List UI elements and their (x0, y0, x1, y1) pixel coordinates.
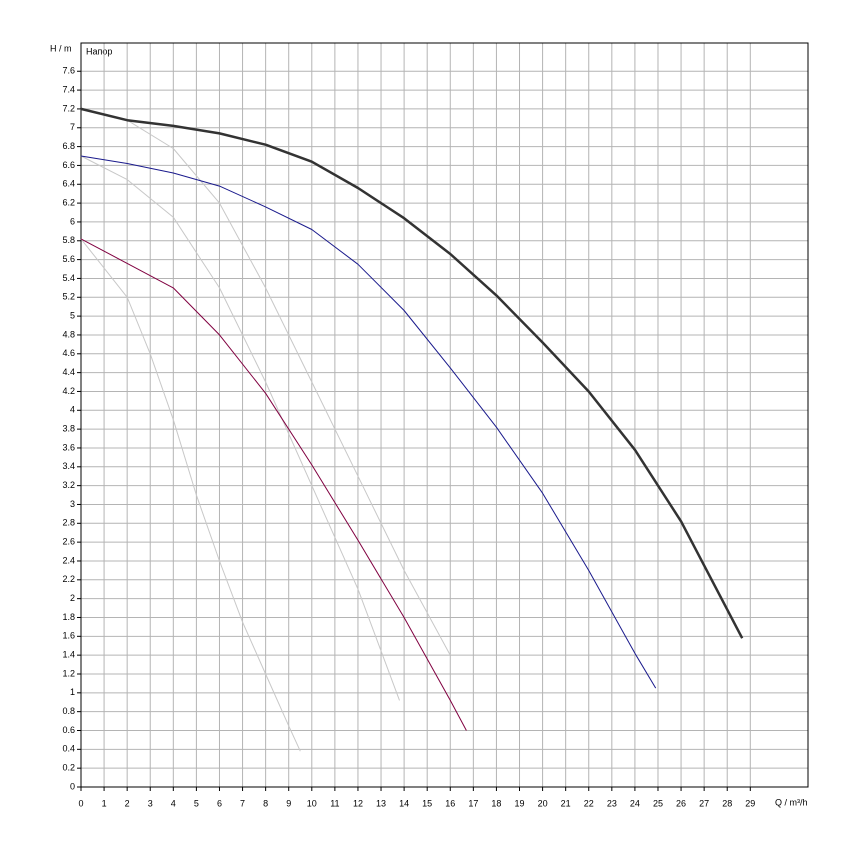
x-tick-label: 20 (538, 798, 548, 808)
x-tick-label: 9 (286, 798, 291, 808)
x-tick-label: 29 (745, 798, 755, 808)
x-tick-label: 14 (399, 798, 409, 808)
x-tick-label: 0 (78, 798, 83, 808)
x-tick-label: 26 (676, 798, 686, 808)
y-tick-label: 2.4 (62, 555, 75, 565)
y-tick-label: 5.8 (62, 235, 75, 245)
y-tick-label: 1 (70, 687, 75, 697)
x-tick-label: 17 (468, 798, 478, 808)
y-tick-label: 4 (70, 405, 75, 415)
x-tick-label: 21 (561, 798, 571, 808)
y-tick-label: 6 (70, 216, 75, 226)
y-tick-label: 5.6 (62, 254, 75, 264)
x-tick-label: 25 (653, 798, 663, 808)
x-tick-label: 5 (194, 798, 199, 808)
y-tick-label: 7.2 (62, 103, 75, 113)
y-tick-label: 2.6 (62, 537, 75, 547)
y-tick-label: 7.4 (62, 84, 75, 94)
y-tick-label: 7 (70, 122, 75, 132)
y-tick-label: 4.4 (62, 367, 75, 377)
y-tick-label: 7.6 (62, 66, 75, 76)
plot-frame (80, 42, 809, 788)
y-tick-label: 1.8 (62, 612, 75, 622)
y-tick-label: 0.8 (62, 706, 75, 716)
y-tick-label: 3.8 (62, 424, 75, 434)
y-tick-label: 0.6 (62, 725, 75, 735)
x-tick-label: 2 (125, 798, 130, 808)
x-tick-label: 13 (376, 798, 386, 808)
x-axis-label: Q / m³/h (775, 797, 808, 807)
x-tick-label: 23 (607, 798, 617, 808)
y-axis-label: H / m (50, 43, 72, 53)
y-tick-label: 1.2 (62, 668, 75, 678)
y-tick-label: 4.6 (62, 348, 75, 358)
curve (80, 108, 451, 656)
x-tick-label: 22 (584, 798, 594, 808)
curve (80, 155, 400, 701)
y-tick-label: 6.6 (62, 160, 75, 170)
y-tick-label: 6.8 (62, 141, 75, 151)
curve (80, 107, 744, 639)
x-tick-label: 18 (491, 798, 501, 808)
y-tick-label: 0.4 (62, 744, 75, 754)
x-tick-label: 19 (515, 798, 525, 808)
y-tick-label: 5 (70, 310, 75, 320)
x-tick-label: 6 (217, 798, 222, 808)
y-tick-label: 5.4 (62, 273, 75, 283)
x-tick-label: 4 (171, 798, 176, 808)
y-tick-label: 2.8 (62, 518, 75, 528)
y-tick-label: 0.2 (62, 763, 75, 773)
x-tick-label: 10 (307, 798, 317, 808)
y-tick-label: 4.8 (62, 329, 75, 339)
y-tick-label: 2 (70, 593, 75, 603)
curve (80, 155, 657, 689)
y-tick-label: 3.2 (62, 480, 75, 490)
y-tick-label: 0 (70, 781, 75, 791)
curve (80, 238, 301, 752)
y-tick-label: 6.4 (62, 179, 75, 189)
x-tick-label: 7 (240, 798, 245, 808)
y-tick-label: 6.2 (62, 197, 75, 207)
x-tick-label: 3 (148, 798, 153, 808)
x-tick-label: 27 (699, 798, 709, 808)
x-tick-label: 12 (353, 798, 363, 808)
x-tick-label: 11 (330, 798, 339, 808)
y-tick-label: 1.6 (62, 631, 75, 641)
y-tick-label: 2.2 (62, 574, 75, 584)
annotation: Напор (86, 46, 112, 56)
x-tick-label: 15 (422, 798, 432, 808)
curve (80, 238, 467, 731)
y-tick-label: 1.4 (62, 650, 75, 660)
y-tick-label: 3 (70, 499, 75, 509)
y-tick-label: 5.2 (62, 292, 75, 302)
x-tick-label: 24 (630, 798, 640, 808)
y-tick-label: 4.2 (62, 386, 75, 396)
x-tick-label: 16 (445, 798, 455, 808)
x-tick-label: 28 (722, 798, 732, 808)
y-tick-label: 3.6 (62, 442, 75, 452)
x-tick-label: 8 (263, 798, 268, 808)
y-tick-label: 3.4 (62, 461, 75, 471)
x-tick-label: 1 (102, 798, 107, 808)
